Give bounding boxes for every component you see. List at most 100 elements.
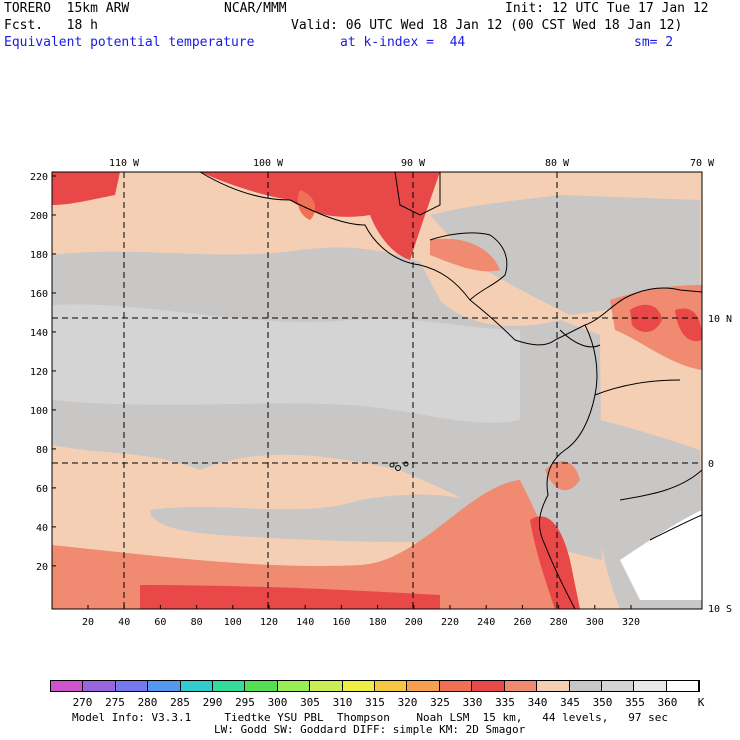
band-335-andes-ne <box>675 308 702 342</box>
colorbar-unit: K <box>697 696 705 709</box>
x-tick-label: 80 <box>191 617 203 628</box>
level-index: at k-index = 44 <box>340 35 466 50</box>
y-tick-label: 60 <box>36 484 48 495</box>
coastlines <box>199 172 702 609</box>
x-tick-label: 180 <box>369 617 387 628</box>
colorbar-swatch <box>407 681 440 691</box>
band-335-mexico <box>200 172 440 260</box>
colorbar-swatch <box>666 681 700 691</box>
band-335-south <box>140 585 440 609</box>
honduras-coast <box>429 232 508 301</box>
x-tick-label: 200 <box>405 617 423 628</box>
physics-info: LW: Godd SW: Goddard DIFF: simple KM: 2D… <box>214 723 526 736</box>
model-info: Model Info: V3.3.1 Tiedtke YSU PBL Thomp… <box>72 711 669 724</box>
colorbar-swatch <box>601 681 635 691</box>
colorbar-swatch <box>245 681 278 691</box>
theta-e-field <box>52 172 702 609</box>
x-tick-label: 220 <box>441 617 459 628</box>
y-tick-label: 20 <box>36 562 48 573</box>
smoothing: sm= 2 <box>634 35 674 50</box>
lat-label-0: 0 <box>708 459 714 470</box>
colorbar-label: 350 <box>592 696 613 709</box>
axis-ticks: 220 200 180 160 140 120 100 80 60 40 20 20 40 60 80 100… <box>30 172 640 628</box>
colorbar-swatch <box>342 681 376 691</box>
model-name: TORERO 15km ARW <box>4 1 130 16</box>
x-tick-label: 20 <box>82 617 94 628</box>
band-350-south <box>150 494 480 543</box>
colorbar-label: 320 <box>397 696 418 709</box>
colorbar-swatch <box>569 681 602 691</box>
country-borders <box>559 329 702 541</box>
galapagos-2 <box>395 465 401 471</box>
colorbar-label: 335 <box>495 696 515 709</box>
x-tick-label: 240 <box>477 617 495 628</box>
x-tick-label: 300 <box>586 617 604 628</box>
colorbar-label: 270 <box>72 696 93 709</box>
central-america-coast <box>199 172 702 346</box>
colorbar-label: 300 <box>267 696 288 709</box>
y-tick-label: 180 <box>30 250 48 261</box>
band-340-ecuador <box>545 461 580 491</box>
colorbar-label: 290 <box>202 696 223 709</box>
y-tick-label: 120 <box>30 367 48 378</box>
colorbar-swatch <box>439 681 473 691</box>
x-tick-label: 120 <box>260 617 278 628</box>
graticule <box>52 172 702 609</box>
colorbar-swatch <box>115 681 149 691</box>
band-340-honduras <box>430 238 500 272</box>
colorbar-label: 325 <box>430 696 450 709</box>
x-tick-label: 160 <box>332 617 350 628</box>
colorbar-swatch <box>310 681 343 691</box>
colorbar-swatch <box>180 681 214 691</box>
x-tick-label: 40 <box>118 617 130 628</box>
band-355-amazon <box>620 510 702 600</box>
lat-label-10s: 10 S <box>708 604 732 615</box>
x-tick-label: 320 <box>622 617 640 628</box>
y-tick-label: 100 <box>30 406 48 417</box>
colorbar-swatch <box>472 681 505 691</box>
band-350-caribbean <box>430 195 700 315</box>
band-330-mexico <box>297 190 316 220</box>
lat-label-10n: 10 N <box>708 314 732 325</box>
x-tick-label: 140 <box>296 617 314 628</box>
band-345-north <box>52 172 702 210</box>
colorbar-label: 330 <box>462 696 483 709</box>
colorbar-label: 355 <box>625 696 645 709</box>
yucatan-coast <box>394 172 441 216</box>
organization: NCAR/MMM <box>224 1 287 16</box>
colorbar-label: 275 <box>105 696 125 709</box>
band-350-light <box>52 304 520 423</box>
colorbar-label: 285 <box>170 696 190 709</box>
x-tick-label: 60 <box>154 617 166 628</box>
lon-label-80w: 80 W <box>545 158 570 169</box>
colorbar-label: 340 <box>527 696 548 709</box>
colorbar-label: 305 <box>300 696 320 709</box>
colorbar-swatch <box>634 681 667 691</box>
init-time: Init: 12 UTC Tue 17 Jan 12 <box>505 1 709 16</box>
x-tick-label: 260 <box>513 617 531 628</box>
band-340-south <box>52 480 560 609</box>
colorbar-swatch <box>51 681 84 691</box>
valid-time: Valid: 06 UTC Wed 18 Jan 12 (00 CST Wed … <box>291 18 683 33</box>
colorbar-swatch <box>83 681 116 691</box>
y-tick-label: 160 <box>30 289 48 300</box>
galapagos-3 <box>403 461 409 467</box>
colorbar-label: 310 <box>332 696 353 709</box>
band-335-nw <box>52 172 120 205</box>
colorbar-swatch <box>537 681 570 691</box>
colorbar-label: 360 <box>657 696 678 709</box>
lon-label-90w: 90 W <box>401 158 426 169</box>
x-tick-label: 100 <box>224 617 242 628</box>
colorbar <box>50 680 700 692</box>
y-tick-label: 140 <box>30 328 48 339</box>
colorbar-label: 345 <box>560 696 580 709</box>
plot-frame <box>51 171 703 610</box>
colorbar-label: 295 <box>235 696 255 709</box>
lon-label-70w: 70 W <box>690 158 715 169</box>
y-tick-label: 80 <box>36 445 48 456</box>
forecast-hour: Fcst. 18 h <box>4 18 98 33</box>
field-name: Equivalent potential temperature <box>4 35 255 50</box>
colorbar-swatch <box>504 681 538 691</box>
colorbar-swatch <box>277 681 311 691</box>
